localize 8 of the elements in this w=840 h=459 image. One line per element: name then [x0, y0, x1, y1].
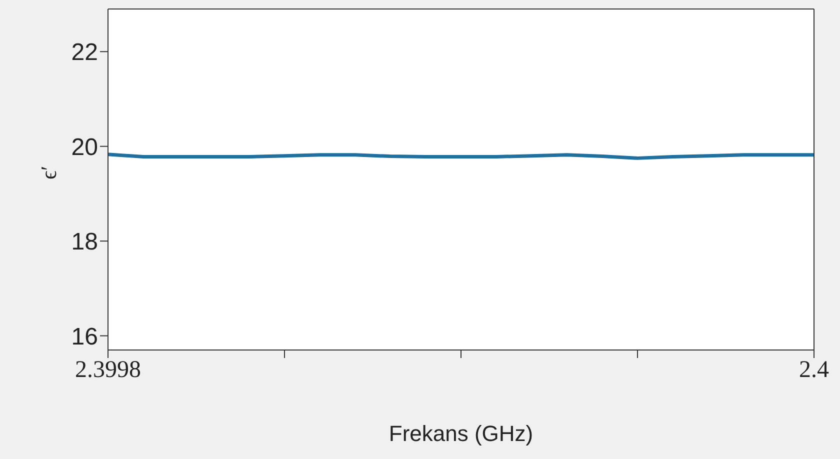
- x-tick-label: 2.3998: [75, 357, 141, 384]
- y-tick-label: 18: [71, 228, 98, 256]
- y-tick-label: 16: [71, 323, 98, 350]
- y-tick-label: 20: [71, 134, 98, 161]
- x-axis-title: Frekans (GHz): [388, 421, 534, 446]
- x-tick-label: 2.4: [799, 357, 829, 384]
- y-tick-label: 22: [71, 39, 98, 66]
- y-axis-title: ϵ′: [36, 166, 61, 180]
